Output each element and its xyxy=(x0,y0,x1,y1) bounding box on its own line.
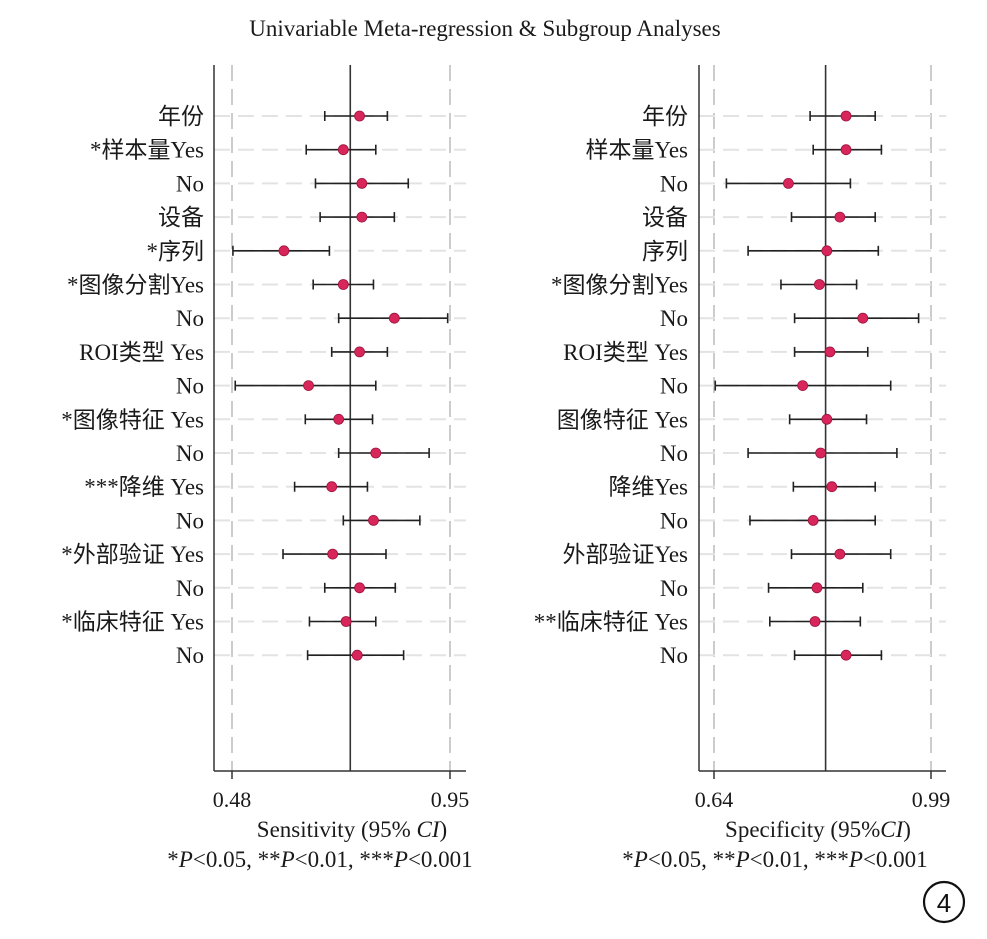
row-label: *图像分割Yes xyxy=(551,273,688,298)
point-estimate xyxy=(811,582,823,594)
row-label: ROI类型 Yes xyxy=(79,340,204,365)
figure-title: Univariable Meta-regression & Subgroup A… xyxy=(249,16,720,41)
point-estimate xyxy=(814,279,825,290)
row-label: *外部验证 Yes xyxy=(61,542,204,567)
point-estimate xyxy=(857,312,869,324)
row-label: 降维Yes xyxy=(609,475,689,500)
row-label: No xyxy=(176,508,204,533)
row-label: ROI类型 Yes xyxy=(563,340,688,365)
row-label: 图像特征 Yes xyxy=(557,407,688,432)
p-value-note: *P<0.05, **P<0.01, ***P<0.001 xyxy=(622,847,927,872)
row-label: No xyxy=(660,306,688,331)
point-estimate xyxy=(821,413,833,425)
row-label: 序列 xyxy=(642,239,688,264)
point-estimate xyxy=(354,582,365,594)
figure-number-circle xyxy=(922,880,966,924)
x-tick-label: 0.48 xyxy=(213,787,252,812)
row-label: No xyxy=(660,374,688,399)
point-estimate xyxy=(370,447,382,459)
p-value-note: *P<0.05, **P<0.01, ***P<0.001 xyxy=(167,847,472,872)
panel-1: 0.48 0.95 年份 *样本量Yes No 设备 *序列 *图像分割Yes No ROI类型 … xyxy=(61,65,473,872)
row-label: No xyxy=(660,441,688,466)
point-estimate xyxy=(368,515,379,526)
row-label: No xyxy=(176,441,204,466)
row-label: **临床特征 Yes xyxy=(534,610,688,635)
point-estimate xyxy=(333,413,345,425)
row-label: *样本量Yes xyxy=(90,138,204,163)
row-label: ***降维 Yes xyxy=(84,475,204,500)
point-estimate xyxy=(356,177,368,189)
point-estimate xyxy=(337,279,349,290)
row-label: 年份 xyxy=(158,104,204,129)
point-estimate xyxy=(840,144,852,156)
row-label: 设备 xyxy=(642,205,688,230)
row-label: No xyxy=(660,171,688,196)
point-estimate xyxy=(354,110,365,122)
point-estimate xyxy=(797,380,809,392)
point-estimate xyxy=(354,346,365,358)
row-label: *临床特征 Yes xyxy=(61,610,204,635)
point-estimate xyxy=(340,616,352,627)
row-label: No xyxy=(660,576,688,601)
point-estimate xyxy=(303,380,314,392)
point-estimate xyxy=(840,110,852,122)
point-estimate xyxy=(356,211,368,223)
x-tick-label: 0.64 xyxy=(695,787,734,812)
row-label: No xyxy=(660,508,688,533)
row-label: No xyxy=(176,576,204,601)
row-label: No xyxy=(176,374,204,399)
row-label: *图像特征 Yes xyxy=(61,407,204,432)
point-estimate xyxy=(840,649,852,661)
row-label: 设备 xyxy=(158,205,204,230)
point-estimate xyxy=(327,548,339,560)
point-estimate xyxy=(783,177,794,189)
row-label: *图像分割Yes xyxy=(67,273,204,298)
row-label: *序列 xyxy=(147,239,205,264)
row-label: No xyxy=(660,643,688,668)
point-estimate xyxy=(388,312,400,324)
point-estimate xyxy=(815,447,827,459)
row-label: 样本量Yes xyxy=(586,138,689,163)
point-estimate xyxy=(351,649,363,661)
row-label: No xyxy=(176,171,204,196)
point-estimate xyxy=(337,144,349,156)
point-estimate xyxy=(826,481,838,493)
point-estimate xyxy=(821,245,833,257)
row-label: No xyxy=(176,306,204,331)
row-label: 外部验证Yes xyxy=(563,542,689,567)
x-tick-label: 0.99 xyxy=(912,787,951,812)
point-estimate xyxy=(824,346,836,358)
point-estimate xyxy=(278,245,290,257)
point-estimate xyxy=(326,481,338,493)
x-axis-label: Specificity (95%CI) xyxy=(725,817,911,842)
point-estimate xyxy=(807,515,819,526)
point-estimate xyxy=(834,211,846,223)
point-estimate xyxy=(834,548,846,560)
row-label: 年份 xyxy=(642,104,688,129)
x-tick-label: 0.95 xyxy=(431,787,470,812)
point-estimate xyxy=(809,616,821,627)
x-axis-label: Sensitivity (95% CI) xyxy=(257,817,447,842)
row-label: No xyxy=(176,643,204,668)
figure-number: 4 xyxy=(937,888,951,918)
